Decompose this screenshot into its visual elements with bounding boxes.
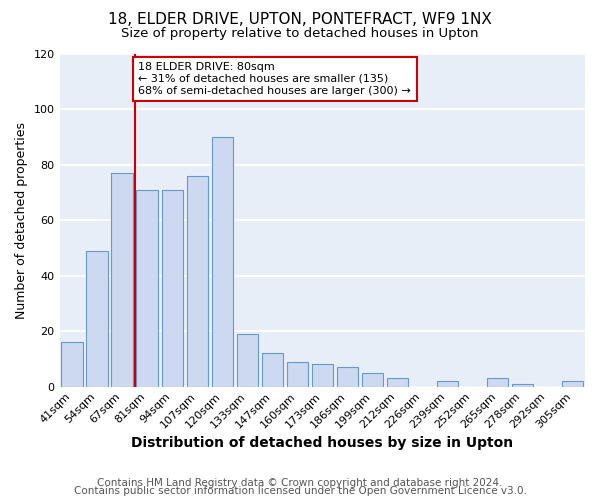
Bar	[362, 372, 383, 386]
Bar	[187, 176, 208, 386]
Bar	[311, 364, 333, 386]
Bar	[287, 362, 308, 386]
X-axis label: Distribution of detached houses by size in Upton: Distribution of detached houses by size …	[131, 436, 514, 450]
Bar	[437, 381, 458, 386]
Bar	[212, 137, 233, 386]
Text: Size of property relative to detached houses in Upton: Size of property relative to detached ho…	[121, 28, 479, 40]
Bar	[387, 378, 408, 386]
Bar	[236, 334, 258, 386]
Y-axis label: Number of detached properties: Number of detached properties	[15, 122, 28, 319]
Bar	[112, 173, 133, 386]
Text: 18 ELDER DRIVE: 80sqm
← 31% of detached houses are smaller (135)
68% of semi-det: 18 ELDER DRIVE: 80sqm ← 31% of detached …	[139, 62, 411, 96]
Bar	[136, 190, 158, 386]
Bar	[161, 190, 183, 386]
Bar	[61, 342, 83, 386]
Bar	[562, 381, 583, 386]
Bar	[487, 378, 508, 386]
Bar	[512, 384, 533, 386]
Bar	[262, 354, 283, 386]
Text: Contains HM Land Registry data © Crown copyright and database right 2024.: Contains HM Land Registry data © Crown c…	[97, 478, 503, 488]
Bar	[337, 367, 358, 386]
Text: 18, ELDER DRIVE, UPTON, PONTEFRACT, WF9 1NX: 18, ELDER DRIVE, UPTON, PONTEFRACT, WF9 …	[108, 12, 492, 28]
Bar	[86, 251, 108, 386]
Text: Contains public sector information licensed under the Open Government Licence v3: Contains public sector information licen…	[74, 486, 526, 496]
